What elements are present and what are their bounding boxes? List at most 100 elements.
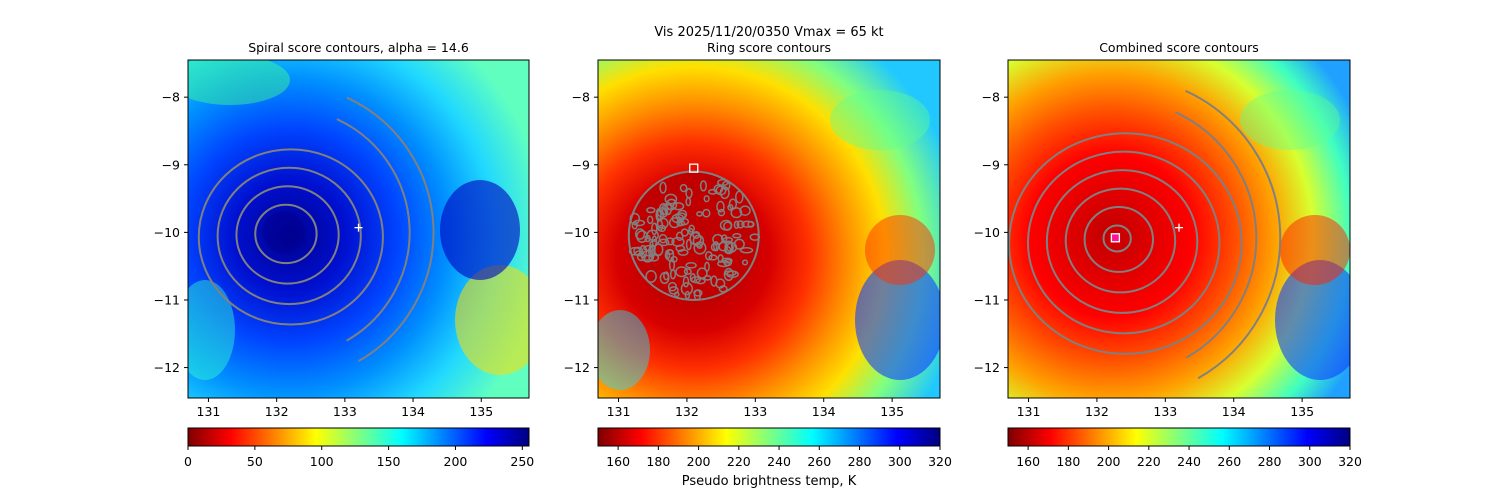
axes-frame	[1007, 59, 1351, 399]
contour-arc	[346, 96, 435, 363]
speckle-contour	[651, 222, 658, 236]
speckle-contour	[688, 224, 695, 233]
speckle-contour	[646, 229, 659, 241]
x-tick-label: 134	[1222, 404, 1246, 419]
panel-title-combined: Combined score contours	[1099, 40, 1259, 55]
speckle-contour	[727, 203, 734, 211]
y-tick-label: −8	[982, 90, 1000, 105]
speckle-contour	[747, 220, 755, 228]
contour-line	[235, 185, 340, 285]
axes-frame	[187, 59, 530, 399]
x-tick-label: 133	[333, 404, 357, 419]
colorbar-tick-label: 300	[1298, 454, 1322, 469]
heatmap-blob	[855, 260, 940, 380]
y-tick-label: −9	[982, 157, 1000, 172]
speckle-contour	[724, 240, 733, 254]
speckle-contour	[634, 228, 646, 240]
speckle-contour	[715, 278, 726, 289]
colorbar-tick-label: 260	[807, 454, 831, 469]
speckle-contour	[665, 237, 675, 246]
panel-spiral: Spiral score contours, alpha = 14.6 131 1…	[154, 40, 535, 469]
colorbar-tick-label: 200	[444, 454, 468, 469]
colorbar-label: Pseudo brightness temp, K	[682, 474, 857, 489]
contour-line	[216, 166, 362, 306]
y-tick-label: −9	[162, 157, 180, 172]
x-tick-label: 131	[1017, 404, 1041, 419]
contour-arc	[1185, 89, 1282, 380]
speckle-contour	[685, 238, 692, 251]
core-region	[261, 211, 305, 254]
y-tick-label: −8	[162, 90, 180, 105]
heatmap-blob	[455, 265, 529, 375]
speckle-contour	[739, 205, 751, 216]
panel-title-ring: Ring score contours	[707, 40, 831, 55]
contour-line	[1083, 206, 1155, 273]
speckle-contour	[671, 213, 685, 224]
y-tick-label: −11	[564, 292, 590, 307]
y-tick-label: −8	[572, 90, 590, 105]
speckle-contour	[667, 281, 678, 292]
speckle-contour	[716, 200, 725, 213]
speckle-contour	[733, 220, 740, 230]
colorbar-spiral	[187, 427, 530, 447]
position-marker	[689, 163, 699, 173]
speckle-contour	[749, 233, 761, 241]
speckle-contour	[696, 211, 703, 217]
speckle-contour	[666, 249, 675, 262]
speckle-contour	[689, 273, 696, 283]
colorbar-tick-label: 100	[310, 454, 334, 469]
speckle-contour	[702, 208, 711, 218]
speckle-contour	[669, 269, 677, 280]
y-tick-label: −12	[154, 360, 180, 375]
contour-arc	[1174, 111, 1258, 359]
colorbar-tick-label: 180	[646, 454, 670, 469]
y-tick-label: −9	[572, 157, 590, 172]
y-tick-label: −11	[974, 292, 1000, 307]
speckle-contour	[657, 238, 670, 247]
colorbar-tick-label: 200	[1097, 454, 1121, 469]
speckle-contour	[741, 259, 749, 266]
speckle-contour	[682, 276, 690, 288]
heatmap-blob	[1275, 260, 1350, 380]
colorbar-tick-label: 220	[1137, 454, 1161, 469]
speckle-contour	[684, 290, 691, 300]
speckle-contour	[721, 257, 733, 264]
colorbar-tick-label: 250	[510, 454, 534, 469]
x-tick-label: 131	[197, 404, 221, 419]
figure-suptitle: Vis 2025/11/20/0350 Vmax = 65 kt	[654, 25, 883, 40]
speckle-contour	[656, 217, 669, 230]
contour-line	[254, 203, 318, 265]
colorbar-tick-label: 240	[767, 454, 791, 469]
speckle-contour	[664, 193, 678, 205]
speckle-contour	[672, 202, 685, 211]
speckle-contour	[699, 180, 707, 192]
colorbar-tick-label: 0	[184, 454, 192, 469]
speckle-contour	[736, 220, 745, 229]
speckle-contour	[739, 247, 754, 254]
speckle-contour	[668, 286, 679, 295]
contour-line	[1008, 132, 1243, 355]
contour-line	[1026, 150, 1221, 335]
speckle-contour	[735, 190, 744, 204]
speckle-contour	[721, 180, 731, 191]
speckle-contour	[713, 241, 720, 252]
x-tick-label: 135	[469, 404, 493, 419]
contour-line	[1064, 187, 1177, 294]
y-tick-label: −10	[564, 225, 590, 240]
speckle-contour	[675, 244, 686, 253]
x-tick-label: 133	[1153, 404, 1177, 419]
speckle-contour	[732, 233, 742, 239]
x-tick-label: 133	[743, 404, 767, 419]
speckle-contour	[719, 219, 733, 231]
speckle-contour	[645, 270, 657, 283]
x-tick-label: 134	[401, 404, 425, 419]
heatmap-blob	[598, 310, 650, 390]
heatmap-blob	[440, 180, 520, 280]
speckle-contour	[646, 207, 656, 214]
panel-ring: Ring score contours 131 132 133 134 135 −8 −9 −…	[564, 40, 952, 489]
heatmap-blob	[188, 60, 290, 105]
contour-arc	[336, 118, 411, 342]
speckle-contour	[646, 215, 654, 225]
x-tick-label: 132	[675, 404, 699, 419]
speckle-contour	[685, 262, 697, 269]
